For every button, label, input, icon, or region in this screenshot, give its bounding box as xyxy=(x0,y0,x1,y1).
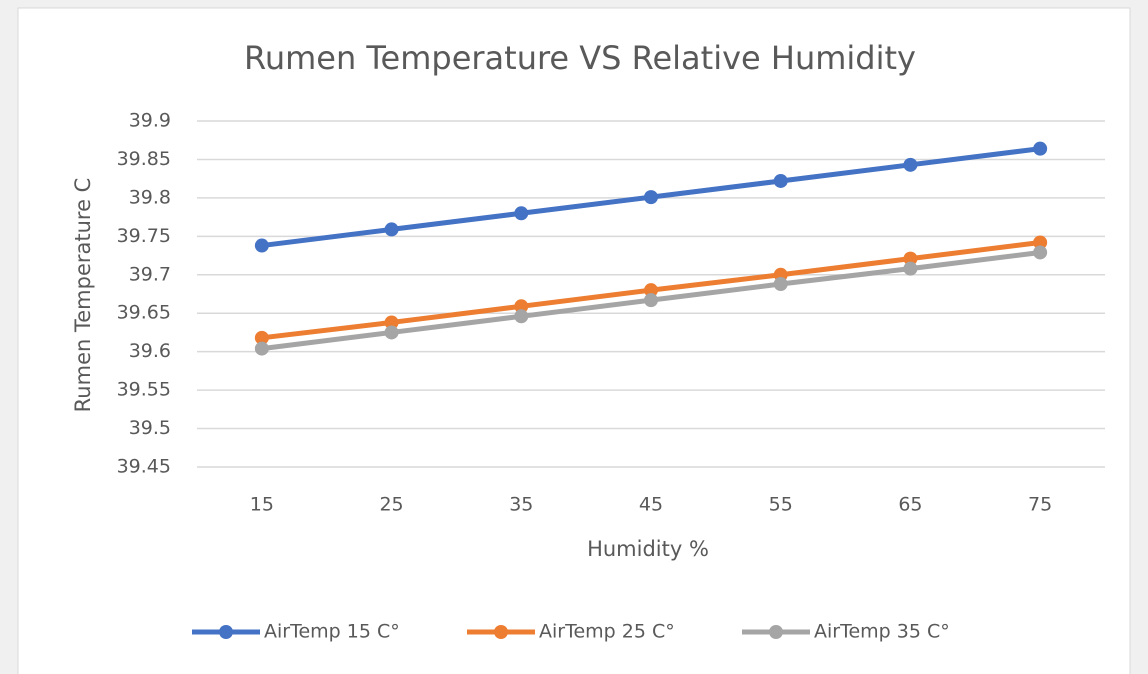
series-marker xyxy=(384,325,399,340)
legend-label: AirTemp 25 C° xyxy=(539,621,675,643)
y-tick-label: 39.45 xyxy=(117,456,171,478)
x-tick-label: 25 xyxy=(379,494,403,516)
series-marker xyxy=(773,277,788,292)
x-tick-label: 65 xyxy=(898,494,922,516)
x-tick-label: 45 xyxy=(639,494,663,516)
series-marker xyxy=(903,157,918,172)
x-tick-label: 15 xyxy=(250,494,274,516)
x-tick-label: 55 xyxy=(769,494,793,516)
series-marker xyxy=(384,315,399,330)
x-axis-label: Humidity % xyxy=(587,537,709,561)
x-tick-label: 35 xyxy=(509,494,533,516)
legend-marker xyxy=(494,625,508,639)
y-tick-label: 39.85 xyxy=(117,148,171,170)
chart-title: Rumen Temperature VS Relative Humidity xyxy=(244,39,916,77)
y-tick-label: 39.75 xyxy=(117,225,171,247)
y-tick-label: 39.9 xyxy=(129,110,171,132)
chart-area xyxy=(17,7,1131,674)
series-marker xyxy=(903,251,918,266)
series-marker xyxy=(1033,235,1048,250)
y-tick-label: 39.55 xyxy=(117,379,171,401)
legend-marker xyxy=(219,625,233,639)
legend-label: AirTemp 35 C° xyxy=(814,621,950,643)
series-marker xyxy=(1033,245,1048,260)
series-marker xyxy=(514,206,529,221)
series-marker xyxy=(903,261,918,276)
y-tick-label: 39.6 xyxy=(129,340,171,362)
series-marker xyxy=(514,309,529,324)
series-marker xyxy=(1033,141,1048,156)
series-marker xyxy=(773,173,788,188)
series-marker xyxy=(644,293,658,308)
series-marker xyxy=(514,299,529,314)
series-marker xyxy=(644,283,658,298)
series-marker xyxy=(644,190,658,205)
y-tick-label: 39.65 xyxy=(117,302,171,324)
series-marker xyxy=(254,341,269,356)
legend-marker xyxy=(769,625,783,639)
legend-label: AirTemp 15 C° xyxy=(264,621,400,643)
y-tick-label: 39.8 xyxy=(129,186,171,208)
y-tick-label: 39.7 xyxy=(129,263,171,285)
x-tick-label: 75 xyxy=(1028,494,1052,516)
series-marker xyxy=(384,222,399,237)
y-tick-label: 39.5 xyxy=(129,417,171,439)
y-axis-label: Rumen Temperature C xyxy=(71,178,95,413)
series-marker xyxy=(254,238,269,253)
series-marker xyxy=(254,330,269,345)
